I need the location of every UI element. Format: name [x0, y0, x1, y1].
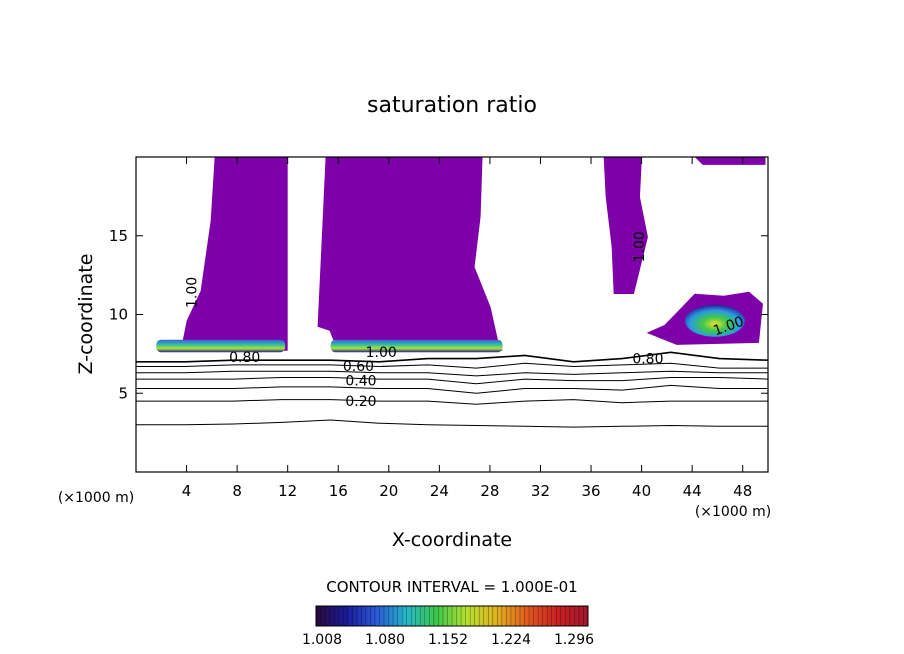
contour-line: [136, 419, 768, 428]
contour-label: 1.00: [185, 277, 201, 308]
contour-label: 0.80: [229, 350, 260, 366]
x-unit-left: (×1000 m): [58, 490, 134, 506]
x-tick-label: 40: [632, 482, 651, 500]
saturated-regions: [180, 157, 766, 351]
x-tick-label: 24: [430, 482, 449, 500]
x-tick-label: 28: [480, 482, 499, 500]
supersaturation-cell: [684, 304, 745, 337]
contour-line: [136, 362, 768, 369]
colorbar-label: 1.152: [428, 632, 468, 648]
y-tick-label: 15: [109, 227, 128, 245]
x-tick-label: 8: [232, 482, 242, 500]
colorbar-label: 1.224: [491, 632, 531, 648]
x-tick-label: 36: [581, 482, 600, 500]
contour-lines: [136, 351, 768, 428]
contour-label: 0.60: [343, 359, 374, 375]
contour-label: 1.00: [366, 345, 397, 361]
x-tick-label: 44: [683, 482, 702, 500]
colorbar: 1.008 1.080 1.152 1.224 1.296: [302, 605, 594, 648]
x-tick-label: 12: [278, 482, 297, 500]
supersaturation-band: [330, 339, 503, 353]
x-tick-label: 32: [531, 482, 550, 500]
x-tick-label: 16: [329, 482, 348, 500]
x-unit-right: (×1000 m): [695, 504, 771, 520]
contour-label: 0.20: [345, 394, 376, 410]
x-tick-label: 4: [182, 482, 192, 500]
colorbar-label: 1.296: [554, 632, 594, 648]
saturated-region: [603, 157, 648, 295]
saturated-region: [180, 157, 288, 351]
contour-label: 1.00: [632, 231, 648, 262]
contour-line: [136, 377, 768, 385]
colorbar-label: 1.080: [365, 632, 405, 648]
contour-line: [136, 399, 768, 405]
contour-interval: CONTOUR INTERVAL = 1.000E-01: [326, 578, 577, 596]
plot-area: [136, 157, 768, 428]
contour-line: [136, 384, 768, 394]
y-tick-label: 5: [118, 384, 128, 402]
x-axis-label: X-coordinate: [392, 529, 512, 551]
chart-title: saturation ratio: [367, 93, 537, 118]
supersaturation-bands: [156, 304, 745, 353]
y-axis-label: Z-coordinate: [75, 254, 97, 375]
supersaturation-band: [156, 339, 286, 353]
y-tick-label: 10: [109, 306, 128, 324]
saturated-region: [694, 157, 766, 165]
colorbar-label: 1.008: [302, 632, 342, 648]
x-tick-label: 48: [733, 482, 752, 500]
contour-line: [136, 370, 768, 377]
saturated-region: [317, 157, 503, 351]
x-tick-label: 20: [379, 482, 398, 500]
contour-line: [136, 351, 768, 363]
contour-label: 0.80: [632, 351, 663, 367]
contour-label: 0.40: [345, 373, 376, 389]
